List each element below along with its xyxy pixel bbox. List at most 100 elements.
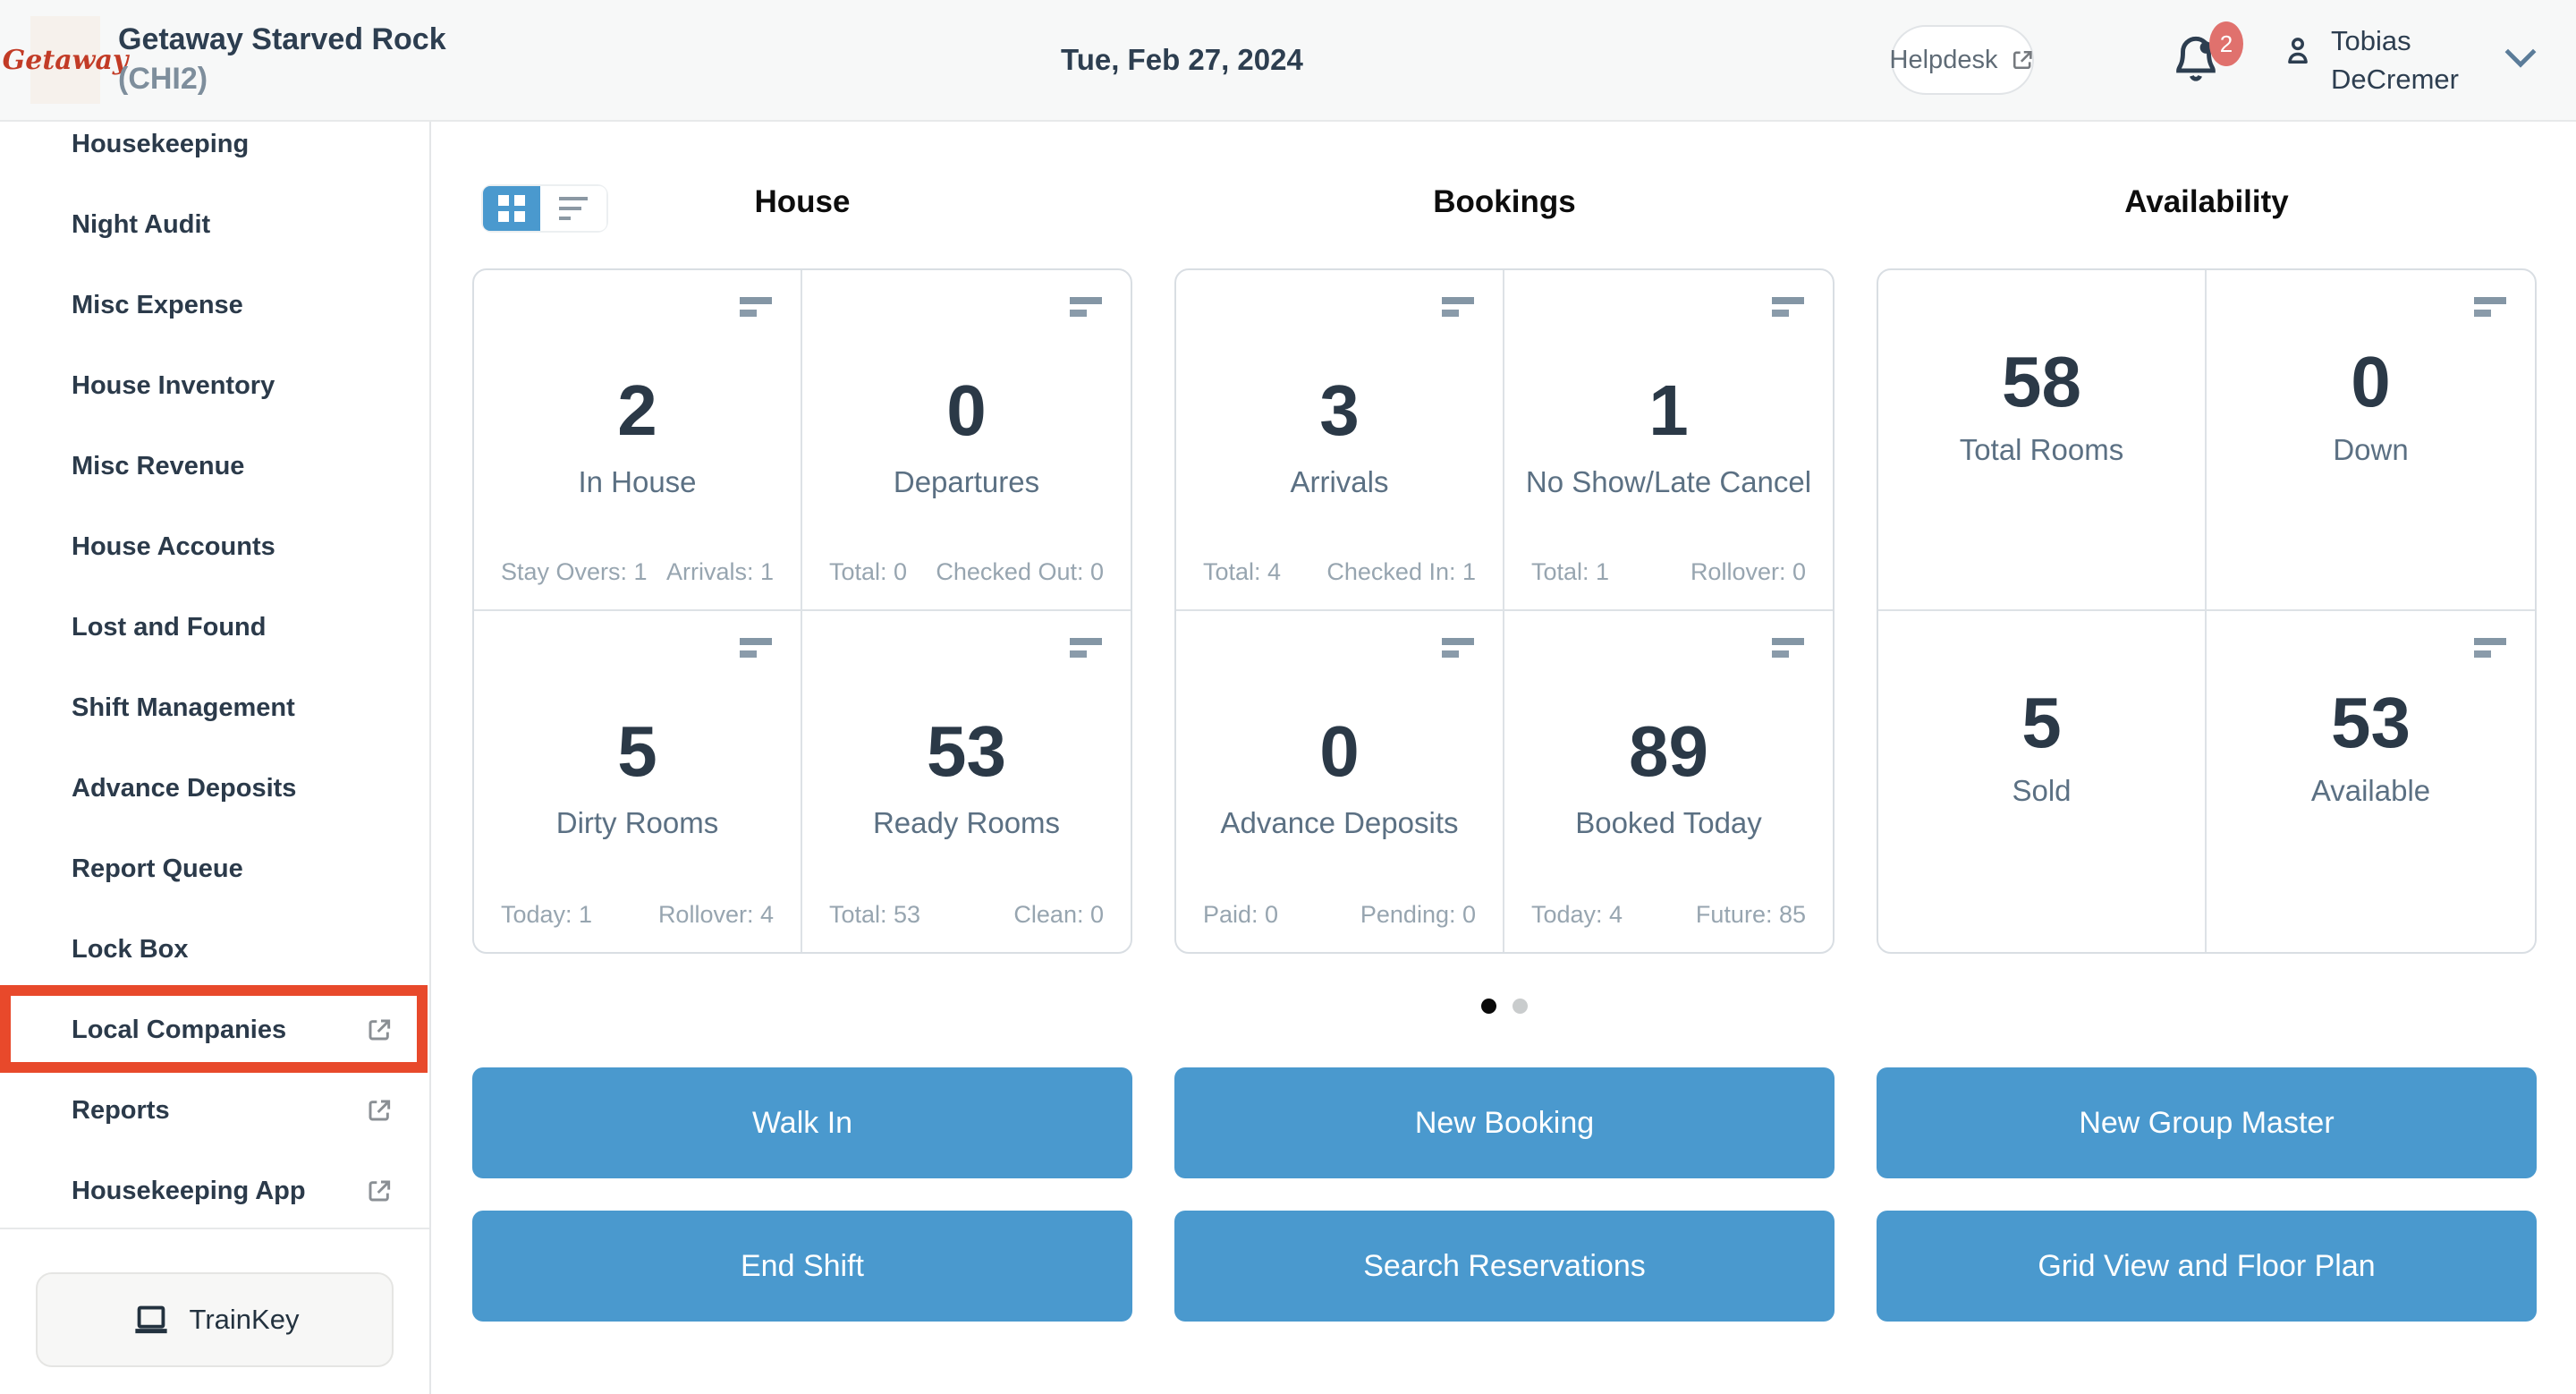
user-menu[interactable]: Tobias DeCremer	[2279, 21, 2459, 98]
action-button[interactable]: Grid View and Floor Plan	[1877, 1211, 2537, 1322]
card-menu-icon[interactable]	[1442, 638, 1474, 658]
card-substats: Stay Overs: 1 Arrivals: 1	[501, 558, 774, 586]
list-icon	[559, 197, 588, 220]
card-substat-left: Total: 4	[1203, 558, 1282, 585]
stat-card: 0 Advance Deposits Paid: 0 Pending: 0	[1176, 611, 1504, 952]
column-title: Availability	[2124, 184, 2289, 219]
sidebar: Housekeeping Night Audit Misc Expense Ho…	[0, 122, 431, 1394]
action-button[interactable]: Walk In	[472, 1067, 1132, 1178]
bell-icon	[2168, 36, 2224, 89]
card-menu-icon[interactable]	[1772, 638, 1804, 658]
card-substat-right: Rollover: 0	[1690, 558, 1806, 585]
card-menu-icon[interactable]	[1070, 297, 1102, 317]
card-value: 5	[2021, 683, 2062, 762]
card-substat-left: Stay Overs: 1	[501, 558, 648, 585]
card-substat-right: Future: 85	[1695, 901, 1806, 928]
card-substat-left: Today: 4	[1531, 901, 1623, 928]
trainkey-button[interactable]: TrainKey	[36, 1272, 394, 1367]
card-menu-icon[interactable]	[2474, 297, 2506, 317]
card-grid: 3 Arrivals Total: 4 Checked In: 1 1 No S…	[1174, 268, 1835, 954]
sidebar-item[interactable]: Local Companies	[0, 985, 429, 1073]
sidebar-item[interactable]: House Inventory	[0, 345, 429, 426]
card-menu-icon[interactable]	[1772, 297, 1804, 317]
card-substat-right: Checked Out: 0	[936, 558, 1104, 585]
card-label: No Show/Late Cancel	[1525, 465, 1812, 498]
sidebar-item-label: Housekeeping App	[72, 1176, 306, 1205]
column-title: Bookings	[1433, 184, 1576, 219]
card-value: 58	[2002, 342, 2081, 421]
sidebar-item[interactable]: Housekeeping App	[0, 1151, 429, 1231]
card-value: 89	[1629, 711, 1708, 791]
card-value: 1	[1648, 370, 1689, 450]
sidebar-item[interactable]: Shift Management	[0, 667, 429, 748]
sidebar-item[interactable]: Misc Revenue	[0, 426, 429, 506]
grid-view-button[interactable]	[483, 186, 540, 231]
sidebar-item-label: Misc Expense	[72, 290, 243, 319]
laptop-icon	[131, 1299, 172, 1340]
card-label: In House	[578, 465, 697, 498]
card-label: Total Rooms	[1959, 433, 2124, 466]
dashboard-column: Bookings 3 Arrivals Total: 4 Checked In:…	[1174, 122, 1835, 1394]
card-label: Advance Deposits	[1220, 806, 1459, 839]
card-label: Sold	[2012, 774, 2072, 807]
card-menu-icon[interactable]	[740, 297, 772, 317]
card-substats: Total: 0 Checked Out: 0	[829, 558, 1104, 586]
stat-card: 1 No Show/Late Cancel Total: 1 Rollover:…	[1504, 270, 1833, 611]
person-icon	[2279, 32, 2317, 98]
notification-badge: 2	[2209, 21, 2243, 66]
card-substat-right: Pending: 0	[1360, 901, 1476, 928]
card-menu-icon[interactable]	[2474, 638, 2506, 658]
sidebar-item-label: Shift Management	[72, 693, 295, 722]
card-menu-icon[interactable]	[1442, 297, 1474, 317]
card-substat-right: Rollover: 4	[657, 901, 774, 928]
card-label: Dirty Rooms	[555, 806, 719, 839]
sidebar-item[interactable]: Night Audit	[0, 184, 429, 265]
external-link-icon	[365, 1096, 394, 1125]
sidebar-item[interactable]: Misc Expense	[0, 265, 429, 345]
sidebar-item[interactable]: Lost and Found	[0, 587, 429, 667]
card-substat-left: Total: 1	[1531, 558, 1610, 585]
sidebar-item[interactable]: Advance Deposits	[0, 748, 429, 829]
sidebar-item-label: House Inventory	[72, 370, 275, 400]
top-header: Getaway Getaway Starved Rock (CHI2) Tue,…	[0, 0, 2576, 122]
sidebar-item[interactable]: House Accounts	[0, 506, 429, 587]
pagination-dot[interactable]	[1513, 999, 1528, 1014]
chevron-down-icon[interactable]	[2503, 47, 2538, 74]
sidebar-item-label: Reports	[72, 1095, 170, 1125]
sidebar-item-label: Night Audit	[72, 209, 211, 239]
stat-card: 0 Departures Total: 0 Checked Out: 0	[802, 270, 1131, 611]
sidebar-item-label: Lock Box	[72, 934, 189, 964]
card-substat-right: Clean: 0	[1013, 901, 1104, 928]
action-button[interactable]: Search Reservations	[1174, 1211, 1835, 1322]
sidebar-item[interactable]: Housekeeping	[0, 104, 429, 184]
action-button[interactable]: New Group Master	[1877, 1067, 2537, 1178]
column-title: House	[754, 184, 851, 219]
card-substat-left: Paid: 0	[1203, 901, 1279, 928]
card-substats: Today: 4 Future: 85	[1531, 901, 1806, 929]
sidebar-item[interactable]: Reports	[0, 1070, 429, 1151]
card-label: Departures	[893, 465, 1040, 498]
sidebar-item[interactable]: Report Queue	[0, 829, 429, 909]
action-button[interactable]: End Shift	[472, 1211, 1132, 1322]
card-value: 0	[946, 370, 987, 450]
notifications-button[interactable]: 2	[2168, 21, 2243, 93]
card-substat-right: Checked In: 1	[1326, 558, 1476, 585]
stat-card: 5 Dirty Rooms Today: 1 Rollover: 4	[474, 611, 802, 952]
list-view-button[interactable]	[540, 186, 606, 231]
stat-card: 5 Sold	[1878, 611, 2207, 952]
pagination-dot[interactable]	[1481, 999, 1496, 1014]
card-label: Down	[2333, 433, 2409, 466]
sidebar-item-label: House Accounts	[72, 531, 275, 561]
card-menu-icon[interactable]	[740, 638, 772, 658]
action-button[interactable]: New Booking	[1174, 1067, 1835, 1178]
sidebar-item-label: Advance Deposits	[72, 773, 297, 803]
user-name: Tobias DeCremer	[2331, 25, 2459, 95]
card-substats: Total: 53 Clean: 0	[829, 901, 1104, 929]
trainkey-label: TrainKey	[189, 1304, 300, 1335]
helpdesk-button[interactable]: Helpdesk	[1890, 25, 2034, 95]
stat-card: 53 Available	[2207, 611, 2535, 952]
sidebar-item[interactable]: Lock Box	[0, 909, 429, 990]
card-menu-icon[interactable]	[1070, 638, 1102, 658]
sidebar-item-label: Lost and Found	[72, 612, 267, 642]
